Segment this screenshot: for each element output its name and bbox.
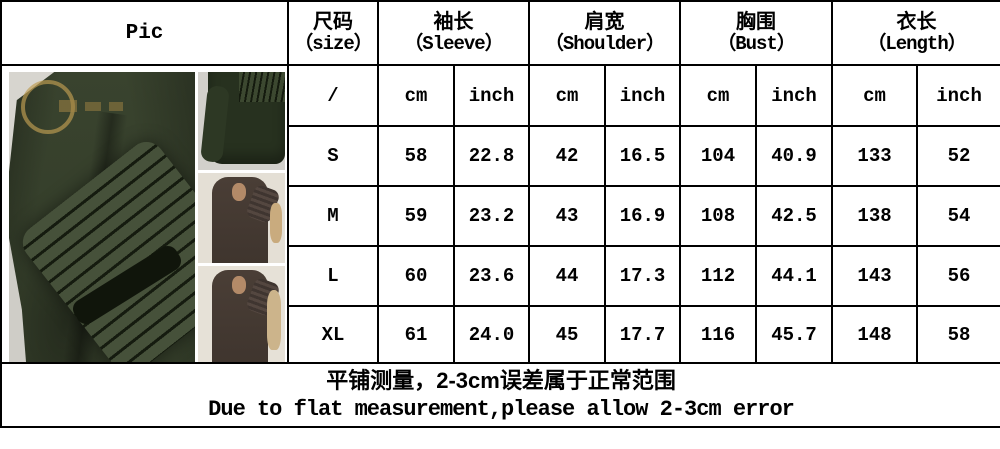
header-row: Pic 尺码 （size） 袖长 （Sleeve） 肩宽 （Shoulder） … (0, 0, 1000, 66)
units-row: / cm inch cm inch cm inch cm inch (0, 64, 1000, 364)
sleeve-header-en: （Sleeve） (404, 32, 503, 55)
l-shoulder-inch: 17.3 (604, 245, 682, 307)
l-shoulder-cm: 44 (528, 245, 607, 307)
shoulder-cm-label: cm (528, 64, 607, 127)
bust-header-en: （Bust） (717, 32, 796, 55)
s-bust-inch: 40.9 (755, 125, 834, 187)
bust-cm-label: cm (679, 64, 758, 127)
table-row-size-s: S 58 22.8 42 16.5 104 40.9 133 52 (1, 125, 1000, 187)
l-bust-cm: 112 (679, 245, 758, 307)
bust-inch-label: inch (755, 64, 834, 127)
s-bust-cm: 104 (679, 125, 758, 187)
brown-abaya-shape (212, 270, 282, 361)
xl-bust-cm: 116 (679, 305, 758, 364)
m-length-cm: 138 (831, 185, 919, 247)
xl-length-cm: 148 (831, 305, 919, 364)
table-row-size-m: M 59 23.2 43 16.9 108 42.5 138 54 (1, 185, 1000, 247)
xl-bust-inch: 45.7 (755, 305, 834, 364)
size-label-m: M (287, 185, 379, 247)
footer-row: 平铺测量，2-3cm误差属于正常范围 Due to flat measureme… (0, 362, 1000, 428)
thumbnail-photo-2 (198, 173, 285, 263)
xl-sleeve-cm: 61 (377, 305, 455, 364)
bust-column-header: 胸围 （Bust） (679, 0, 834, 66)
xl-shoulder-inch: 17.7 (604, 305, 682, 364)
size-header-en: （size） (294, 32, 373, 55)
size-label-s: S (287, 125, 379, 187)
brand-watermark-icon (21, 80, 129, 134)
s-sleeve-cm: 58 (377, 125, 455, 187)
m-shoulder-inch: 16.9 (604, 185, 682, 247)
m-sleeve-inch: 23.2 (452, 185, 531, 247)
photo-collage (3, 67, 286, 361)
product-photo-collage (0, 64, 289, 364)
sleeve-column-header: 袖长 （Sleeve） (376, 0, 531, 66)
l-length-inch: 56 (916, 245, 1000, 307)
pic-column-header: Pic (0, 0, 289, 66)
shoulder-header-en: （Shoulder） (544, 32, 665, 55)
vase-decor (270, 203, 282, 243)
s-length-inch: 52 (916, 125, 1000, 187)
bust-header-zh: 胸围 (736, 10, 777, 33)
shoulder-column-header: 肩宽 （Shoulder） (528, 0, 682, 66)
m-length-inch: 54 (916, 185, 1000, 247)
length-header-zh: 衣长 (896, 10, 937, 33)
size-column-header: 尺码 （size） (287, 0, 379, 66)
measurement-note-en: Due to flat measurement,please allow 2-3… (208, 397, 795, 423)
model-hand (232, 276, 246, 294)
thumbnail-photo-3 (198, 266, 285, 361)
shoulder-header-zh: 肩宽 (584, 10, 625, 33)
size-label-xl: XL (287, 305, 379, 364)
thumbnail-photo-1 (198, 72, 285, 170)
length-inch-label: inch (916, 64, 1000, 127)
vase-decor (267, 290, 281, 350)
s-shoulder-inch: 16.5 (604, 125, 682, 187)
m-shoulder-cm: 43 (528, 185, 607, 247)
m-bust-inch: 42.5 (755, 185, 834, 247)
sleeve-inch-label: inch (452, 64, 531, 127)
size-chart-table: Pic 尺码 （size） 袖长 （Sleeve） 肩宽 （Shoulder） … (0, 0, 1000, 428)
size-header-zh: 尺码 (313, 10, 353, 33)
m-bust-cm: 108 (679, 185, 758, 247)
length-column-header: 衣长 （Length） (831, 0, 1000, 66)
l-length-cm: 143 (831, 245, 919, 307)
s-sleeve-inch: 22.8 (452, 125, 531, 187)
pleat-detail (239, 72, 285, 102)
brown-abaya-shape (212, 177, 282, 263)
model-hand (232, 183, 246, 201)
length-cm-label: cm (831, 64, 919, 127)
measurement-note-zh: 平铺测量，2-3cm误差属于正常范围 (326, 368, 676, 394)
l-sleeve-cm: 60 (377, 245, 455, 307)
sleeve-cm-label: cm (377, 64, 455, 127)
size-unit-placeholder: / (287, 64, 379, 127)
s-shoulder-cm: 42 (528, 125, 607, 187)
l-sleeve-inch: 23.6 (452, 245, 531, 307)
table-row-size-l: L 60 23.6 44 17.3 112 44.1 143 56 (1, 245, 1000, 307)
xl-shoulder-cm: 45 (528, 305, 607, 364)
size-label-l: L (287, 245, 379, 307)
table-row-size-xl: XL 61 24.0 45 17.7 116 45.7 148 58 (1, 305, 1000, 364)
xl-length-inch: 58 (916, 305, 1000, 364)
m-sleeve-cm: 59 (377, 185, 455, 247)
sleeve-header-zh: 袖长 (433, 10, 474, 33)
shoulder-inch-label: inch (604, 64, 682, 127)
measurement-note: 平铺测量，2-3cm误差属于正常范围 Due to flat measureme… (0, 362, 1000, 428)
l-bust-inch: 44.1 (755, 245, 834, 307)
length-header-en: （Length） (867, 32, 966, 55)
s-length-cm: 133 (831, 125, 919, 187)
xl-sleeve-inch: 24.0 (452, 305, 531, 364)
main-product-photo (9, 72, 195, 361)
